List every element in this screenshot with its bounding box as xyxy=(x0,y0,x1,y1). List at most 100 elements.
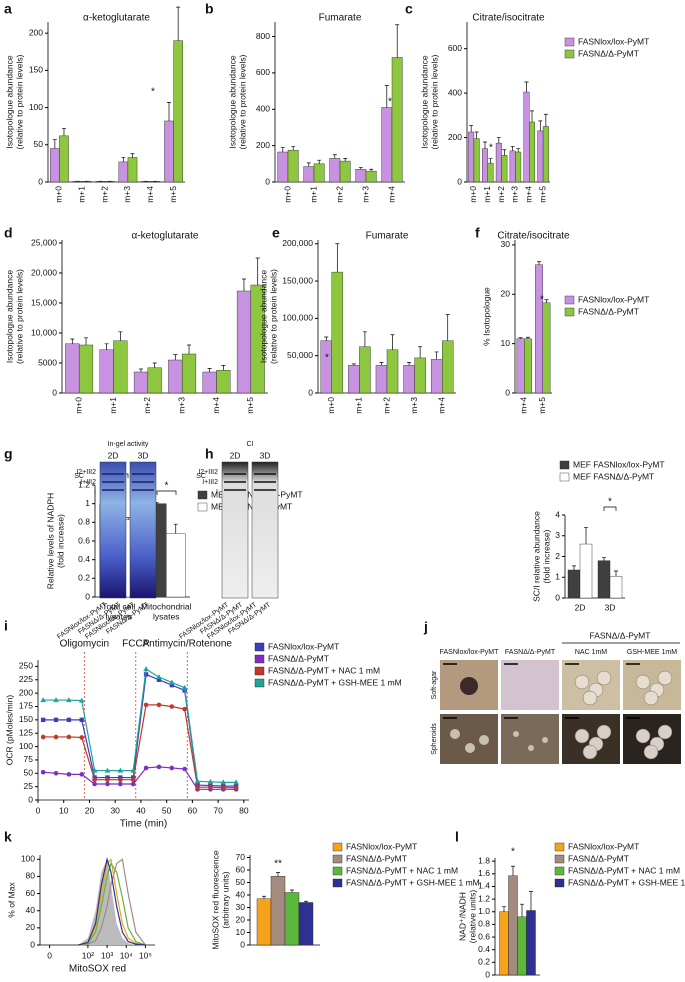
error-bar xyxy=(529,891,533,911)
x-tick-label: 0 xyxy=(47,950,52,960)
y-tick-label: 0 xyxy=(240,939,245,949)
bar xyxy=(567,569,581,599)
bar xyxy=(499,911,509,976)
y-axis-label: NAD⁺/NADH xyxy=(457,892,467,941)
y-tick-label: 200 xyxy=(29,27,43,37)
x-tick-label: m+2 xyxy=(381,397,391,414)
bar xyxy=(529,121,535,183)
error-bar xyxy=(280,147,285,152)
y-axis-label: Isotopologue abundance xyxy=(227,55,237,148)
marker xyxy=(66,734,72,740)
y-tick-label: 125 xyxy=(19,727,33,737)
y-tick-label: 200 xyxy=(19,687,33,697)
annotation: * xyxy=(608,497,612,508)
gel-lane xyxy=(99,461,127,599)
colony xyxy=(657,724,673,740)
marker xyxy=(182,706,187,712)
panel-label: c xyxy=(405,1,413,17)
x-tick-label: 10⁴ xyxy=(120,950,133,960)
bar xyxy=(78,344,94,394)
error-bar xyxy=(530,110,535,122)
y-tick-label: 75 xyxy=(24,754,34,764)
bar xyxy=(164,120,174,183)
marker xyxy=(233,779,239,785)
annotation: * xyxy=(511,847,515,858)
error-bar xyxy=(502,149,507,156)
legend-label: MEF FASNΔ/Δ-PyMT xyxy=(211,501,292,511)
error-bar xyxy=(335,243,340,273)
y-tick-label: 0 xyxy=(30,939,35,949)
y-tick-label: 400 xyxy=(256,104,270,114)
y-tick-label: 100 xyxy=(21,854,35,864)
x-tick-label: m+1 xyxy=(308,186,318,203)
y-tick-label: 20,000 xyxy=(31,267,57,277)
y-tick-label: 200 xyxy=(448,132,462,142)
legend-label: FASNlox/lox-PyMT xyxy=(568,841,639,851)
y-axis-label: (arbitrary units) xyxy=(220,871,230,928)
error-bar xyxy=(167,102,172,121)
error-bar xyxy=(176,6,181,41)
bar xyxy=(277,151,289,183)
y-tick-label: 175 xyxy=(19,701,33,711)
x-tick-label: m+5 xyxy=(537,397,547,414)
error-bar xyxy=(173,523,178,534)
band-label: I+III2 xyxy=(202,479,218,486)
y-axis-label: (fold increase) xyxy=(541,529,551,583)
bar xyxy=(414,357,426,394)
annotation: ** xyxy=(274,859,282,870)
bar xyxy=(168,359,183,394)
colony xyxy=(574,674,590,690)
y-tick-label: 50 xyxy=(24,768,34,778)
colony xyxy=(465,743,475,753)
y-axis-label: SC/I relative abundance xyxy=(531,511,541,602)
x-tick-label: m+4 xyxy=(386,186,396,203)
column-label: NAC 1mM xyxy=(575,649,607,656)
error-bar xyxy=(538,120,543,131)
panel-label: e xyxy=(272,225,280,241)
legend-swatch xyxy=(332,866,343,876)
x-tick-label: lysates xyxy=(106,611,132,621)
bar xyxy=(202,371,217,394)
colony xyxy=(582,744,598,760)
y-axis-label: (relative to protein levels) xyxy=(14,54,24,149)
error-bar xyxy=(418,346,423,358)
y-tick-label: 30 xyxy=(236,902,246,912)
y-axis-label: (relative to protein levels) xyxy=(237,54,247,149)
bar xyxy=(181,353,197,394)
error-bar xyxy=(118,331,123,341)
error-bar xyxy=(207,368,212,372)
y-tick-label: 2 xyxy=(555,551,560,561)
marker xyxy=(169,765,175,771)
x-tick-label: 50 xyxy=(162,805,172,815)
marker xyxy=(169,679,175,685)
y-axis-label: MitoSOX red fluorescence xyxy=(210,850,220,949)
legend-swatch xyxy=(564,295,575,305)
bar xyxy=(482,148,488,183)
x-tick-label: 10 xyxy=(59,805,69,815)
marker xyxy=(53,734,59,740)
panel-label: j xyxy=(423,619,428,635)
error-bar xyxy=(520,903,524,917)
x-tick-label: 70 xyxy=(213,805,223,815)
bar xyxy=(236,290,252,394)
bar xyxy=(348,365,360,394)
error-bar xyxy=(61,128,66,136)
error-bar xyxy=(524,81,529,92)
gel-lane xyxy=(221,461,249,599)
bar xyxy=(537,130,544,183)
error-bar xyxy=(332,154,337,159)
legend-swatch xyxy=(559,472,570,482)
bar xyxy=(468,131,475,183)
gel-lane xyxy=(129,461,157,599)
y-tick-label: 25 xyxy=(24,781,34,791)
colony xyxy=(643,690,659,706)
y-tick-label: 250 xyxy=(19,661,33,671)
line xyxy=(43,673,237,787)
error-bar xyxy=(152,362,157,368)
bar xyxy=(298,902,314,946)
error-bar xyxy=(584,527,588,545)
marker xyxy=(117,767,124,773)
panel-label: d xyxy=(4,225,13,241)
y-tick-label: 100 xyxy=(29,102,43,112)
bar xyxy=(508,875,518,976)
